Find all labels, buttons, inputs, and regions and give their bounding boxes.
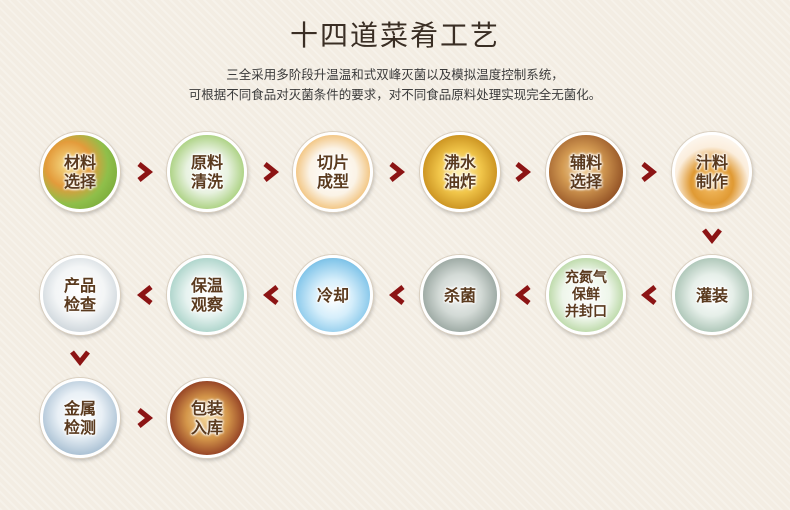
step-14-packaging-storage: 包装 入库 [167, 378, 247, 458]
step-8-nitrogen-sealing: 充氮气 保鲜 并封口 [546, 255, 626, 335]
step-label: 保温 观察 [190, 276, 223, 314]
step-7-filling: 灌装 [672, 255, 752, 335]
step-5-auxiliary-selection: 辅料 选择 [546, 132, 626, 212]
step-13-metal-detection: 金属 检测 [40, 378, 120, 458]
step-9-sterilization: 杀菌 [420, 255, 500, 335]
chevron-arrow-icon [260, 161, 282, 183]
description-line-2: 可根据不同食品对灭菌条件的要求，对不同食品原料处理实现完全无菌化。 [188, 87, 602, 102]
step-label: 辅料 选择 [569, 153, 602, 191]
step-label: 包装 入库 [190, 399, 223, 437]
step-label: 充氮气 保鲜 并封口 [565, 269, 607, 320]
step-label: 灌装 [695, 285, 728, 305]
chevron-arrow-icon [134, 161, 156, 183]
step-label: 产品 检查 [63, 276, 96, 314]
step-label: 材料 选择 [63, 153, 96, 191]
step-3-slicing-shaping: 切片 成型 [293, 132, 373, 212]
step-label: 沸水 油炸 [443, 153, 476, 191]
diagram-title: 十四道菜肴工艺 [289, 19, 500, 52]
step-12-product-inspection: 产品 检查 [40, 255, 120, 335]
step-6-sauce-making: 汁料 制作 [672, 132, 752, 212]
step-label: 汁料 制作 [695, 153, 728, 191]
chevron-arrow-icon [638, 161, 660, 183]
step-10-cooling: 冷却 [293, 255, 373, 335]
step-label: 冷却 [316, 285, 349, 305]
chevron-arrow-icon [512, 161, 534, 183]
chevron-arrow-icon [701, 225, 723, 247]
chevron-arrow-icon [69, 347, 91, 369]
chevron-arrow-icon [638, 284, 660, 306]
chevron-arrow-icon [260, 284, 282, 306]
step-4-boiling-frying: 沸水 油炸 [420, 132, 500, 212]
step-label: 切片 成型 [316, 153, 349, 191]
chevron-arrow-icon [386, 161, 408, 183]
step-label: 原料 清洗 [190, 153, 223, 191]
step-2-raw-material-washing: 原料 清洗 [167, 132, 247, 212]
description-line-1: 三全采用多阶段升温温和式双峰灭菌以及模拟温度控制系统， [226, 67, 564, 82]
step-11-insulation-observation: 保温 观察 [167, 255, 247, 335]
chevron-arrow-icon [134, 407, 156, 429]
chevron-arrow-icon [512, 284, 534, 306]
chevron-arrow-icon [386, 284, 408, 306]
step-label: 金属 检测 [63, 399, 96, 437]
chevron-arrow-icon [134, 284, 156, 306]
step-1-material-selection: 材料 选择 [40, 132, 120, 212]
step-label: 杀菌 [443, 285, 476, 305]
